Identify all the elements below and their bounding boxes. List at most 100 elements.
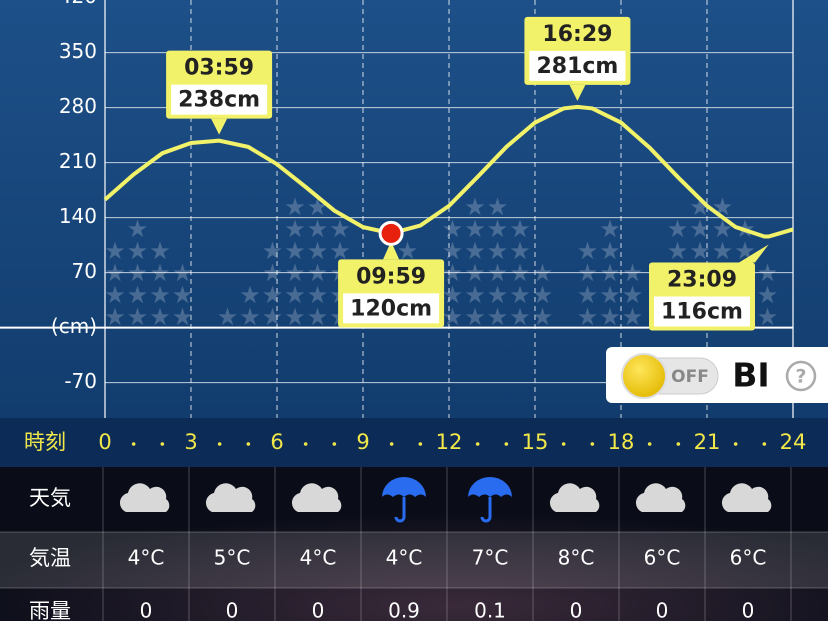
star: ★	[712, 237, 734, 265]
star: ★	[127, 281, 149, 309]
help-text: ?	[795, 366, 806, 388]
cell: 4°C	[386, 546, 423, 570]
star: ★	[442, 237, 464, 265]
star: ★	[127, 237, 149, 265]
star: ★	[487, 193, 509, 221]
y-tick-label: 210	[59, 149, 97, 173]
callout-pointer	[739, 244, 769, 263]
star: ★	[442, 281, 464, 309]
star: ★	[127, 215, 149, 243]
y-tick-label: 350	[59, 39, 97, 63]
y-tick-label: 140	[59, 204, 97, 228]
row-header: 天気	[29, 486, 71, 510]
star: ★	[509, 303, 531, 331]
star: ★	[307, 237, 329, 265]
axis-dot	[131, 442, 136, 446]
star: ★	[667, 237, 689, 265]
star: ★	[284, 237, 306, 265]
umbrella-handle	[480, 497, 492, 523]
x-tick-label: 24	[780, 430, 807, 454]
axis-dot	[647, 442, 652, 446]
cell: 0	[226, 599, 239, 621]
callout-time: 16:29	[542, 22, 612, 47]
star: ★	[599, 303, 621, 331]
tide-callout: 03:59 238cm	[166, 50, 273, 135]
cell: 0	[140, 599, 153, 621]
switch-knob[interactable]	[621, 353, 667, 399]
umbrella-icon	[468, 477, 512, 497]
callout-pointer	[569, 84, 586, 101]
star: ★	[172, 303, 194, 331]
star: ★	[442, 215, 464, 243]
current-marker	[378, 220, 404, 246]
y-tick-label: -70	[64, 369, 97, 393]
axis-dot	[303, 442, 308, 446]
cloud-icon	[291, 483, 342, 512]
star: ★	[284, 303, 306, 331]
y-tick-label: (cm)	[51, 314, 97, 338]
cloud-icon	[205, 483, 256, 512]
callout-value: 120cm	[350, 296, 432, 321]
star: ★	[532, 303, 554, 331]
y-tick-label: 70	[72, 259, 97, 283]
cell: 4°C	[128, 546, 165, 570]
axis-dot	[590, 442, 595, 446]
bi-label: BI	[732, 356, 769, 395]
cell: 5°C	[214, 546, 251, 570]
star: ★	[599, 237, 621, 265]
axis-dot	[389, 442, 394, 446]
star: ★	[172, 281, 194, 309]
star: ★	[307, 303, 329, 331]
callout-time: 09:59	[356, 264, 426, 289]
star: ★	[599, 215, 621, 243]
star: ★	[262, 303, 284, 331]
star: ★	[262, 281, 284, 309]
help-icon[interactable]	[785, 360, 817, 392]
x-tick-label: 18	[608, 430, 635, 454]
tide-line	[103, 104, 794, 239]
tide-callout: 09:59 120cm	[338, 241, 445, 328]
star: ★	[622, 281, 644, 309]
cell: 0.9	[388, 599, 420, 621]
star: ★	[262, 237, 284, 265]
x-tick-label: 3	[184, 430, 197, 454]
row-header: 気温	[29, 546, 71, 570]
star: ★	[307, 215, 329, 243]
cloud-icon	[635, 483, 686, 512]
star: ★	[487, 281, 509, 309]
cell: 0	[312, 599, 325, 621]
star: ★	[149, 303, 171, 331]
callout-value: 238cm	[178, 88, 260, 113]
star: ★	[284, 215, 306, 243]
callout-value: 281cm	[536, 54, 618, 79]
star: ★	[509, 237, 531, 265]
tide-callout: 16:29 281cm	[524, 16, 631, 101]
y-tick-label: 280	[59, 94, 97, 118]
star: ★	[689, 215, 711, 243]
x-tick-label: 12	[436, 430, 463, 454]
star: ★	[577, 237, 599, 265]
star: ★	[217, 303, 239, 331]
umbrella-icon	[382, 477, 426, 497]
star: ★	[689, 193, 711, 221]
star: ★	[487, 303, 509, 331]
x-tick-label: 21	[694, 430, 721, 454]
row-header: 雨量	[29, 599, 71, 621]
star: ★	[487, 215, 509, 243]
star: ★	[127, 303, 149, 331]
cloud-icon	[721, 483, 772, 512]
star: ★	[307, 281, 329, 309]
bi-toggle[interactable]: OFF BI ?	[606, 347, 828, 403]
star: ★	[757, 281, 779, 309]
cell: 8°C	[558, 546, 595, 570]
x-tick-label: 15	[522, 430, 549, 454]
star: ★	[284, 281, 306, 309]
star: ★	[599, 281, 621, 309]
callout-value-bg	[171, 84, 268, 115]
star: ★	[464, 193, 486, 221]
star: ★	[577, 303, 599, 331]
axis-dot	[217, 442, 222, 446]
callout-value-bg	[654, 296, 750, 327]
